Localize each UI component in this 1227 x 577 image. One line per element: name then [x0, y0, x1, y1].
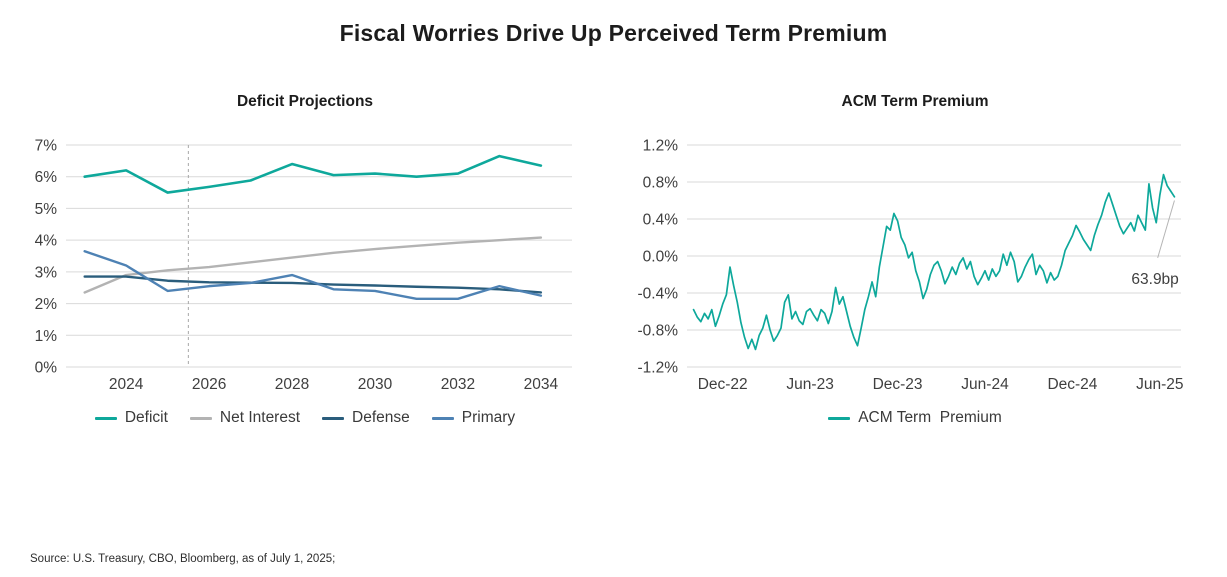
- legend-item-deficit: Deficit: [94, 409, 168, 427]
- legend-swatch-defense: [322, 416, 345, 420]
- y-tick-label: 0.4%: [643, 212, 679, 229]
- x-tick-label: 2032: [441, 376, 475, 393]
- series-line-acm-term-premium: [692, 173, 1176, 351]
- deficit-projections-panel: Deficit Projections 7% 6% 5% 4% 3% 2% 1% 0% 2024…: [16, 93, 594, 427]
- y-tick-label: 4%: [35, 233, 58, 250]
- x-tick-label: 2024: [109, 376, 144, 393]
- x-tick-label: 2030: [358, 376, 393, 393]
- acm-term-premium-chart: 1.2% 0.8% 0.4% 0.0% -0.4% -0.8% -1.2% Dec-22 Jun…: [638, 138, 1184, 394]
- figure-title: Fiscal Worries Drive Up Perceived Term P…: [339, 20, 888, 46]
- x-tick-label: 2028: [275, 376, 309, 393]
- legend-label: Deficit: [124, 409, 168, 426]
- x-tick-label: Jun-24: [961, 376, 1009, 393]
- x-tick-label: 2034: [524, 376, 559, 393]
- x-tick-label: Dec-22: [698, 376, 748, 393]
- deficit-chart-title: Deficit Projections: [236, 93, 374, 110]
- y-tick-label: 1.2%: [643, 138, 679, 155]
- y-tick-label: -0.8%: [638, 323, 679, 340]
- deficit-chart-legend: Deficit Net Interest Defense Primary: [16, 409, 594, 427]
- source-note: Source: U.S. Treasury, CBO, Bloomberg, a…: [30, 553, 336, 565]
- series-line-primary: [83, 250, 543, 301]
- charts-row: Deficit Projections 7% 6% 5% 4% 3% 2% 1% 0% 2024…: [0, 93, 1227, 427]
- legend-swatch-primary: [431, 416, 454, 420]
- legend-label: ACM Term Premium: [858, 409, 1002, 426]
- callout-line: [1157, 200, 1175, 258]
- last-value-annotation: 63.9bp: [1131, 271, 1178, 288]
- legend-swatch-net-interest: [189, 416, 212, 420]
- x-tick-label: Jun-23: [786, 376, 833, 393]
- y-tick-label: 3%: [35, 264, 58, 281]
- x-tick-label: 2026: [192, 376, 226, 393]
- legend-item-acm-term-premium: ACM Term Premium: [828, 409, 1002, 427]
- x-tick-label: Dec-24: [1047, 376, 1097, 393]
- y-tick-label: 2%: [35, 296, 58, 313]
- x-tick-label: Dec-23: [873, 376, 923, 393]
- legend-item-primary: Primary: [431, 409, 516, 427]
- y-tick-label: 6%: [35, 169, 58, 186]
- legend-label: Primary: [461, 409, 516, 426]
- y-tick-label: -1.2%: [638, 360, 679, 377]
- legend-item-defense: Defense: [322, 409, 410, 427]
- legend-swatch-deficit: [94, 416, 117, 420]
- acm-chart-title: ACM Term Premium: [841, 93, 989, 110]
- x-tick-label: Jun-25: [1136, 376, 1183, 393]
- y-tick-label: 5%: [35, 201, 58, 218]
- deficit-projections-chart: 7% 6% 5% 4% 3% 2% 1% 0% 2024 2026 2028 2030 2032 2034: [35, 138, 572, 393]
- series-line-deficit: [83, 154, 543, 194]
- acm-chart-legend: ACM Term Premium: [631, 409, 1199, 427]
- legend-swatch-acm-term-premium: [828, 416, 851, 420]
- legend-label: Defense: [352, 409, 410, 426]
- series-line-net-interest: [83, 236, 543, 294]
- series-line-defense: [83, 275, 543, 294]
- y-tick-label: 0.8%: [643, 175, 679, 192]
- acm-term-premium-panel: ACM Term Premium 1.2% 0.8% 0.4% 0.0% -0.4% -0…: [631, 93, 1199, 427]
- y-tick-label: 0%: [35, 360, 58, 377]
- y-tick-label: 0.0%: [643, 249, 679, 266]
- y-tick-label: -0.4%: [638, 286, 679, 303]
- legend-item-net-interest: Net Interest: [189, 409, 301, 427]
- y-tick-label: 1%: [35, 328, 58, 345]
- legend-label: Net Interest: [219, 409, 301, 426]
- y-tick-label: 7%: [35, 138, 58, 155]
